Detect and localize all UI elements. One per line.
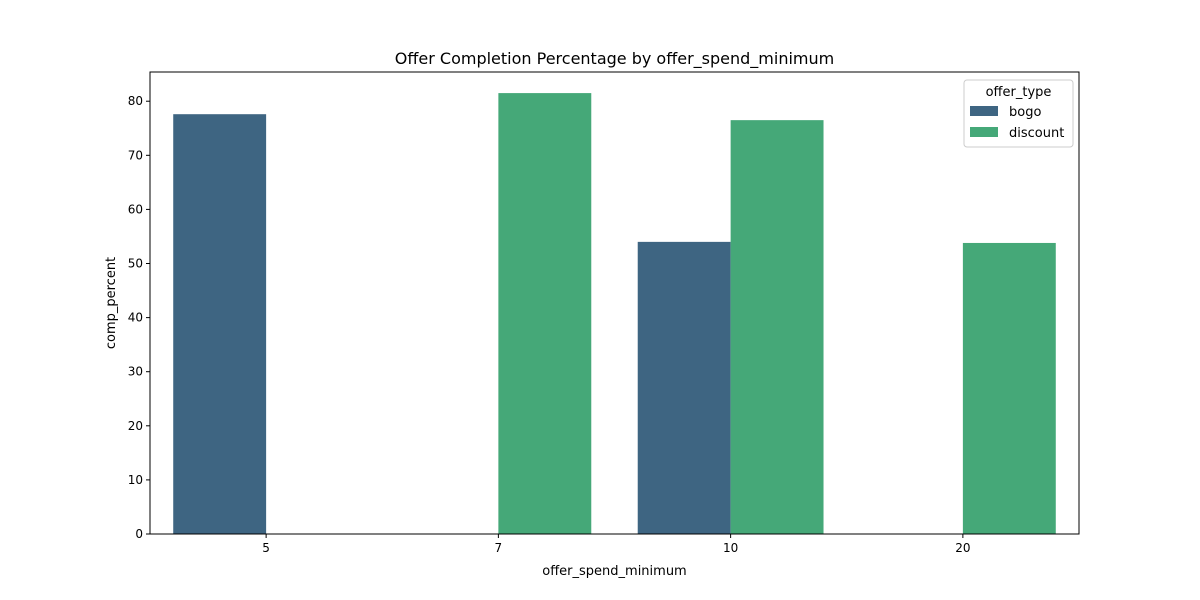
y-axis-label: comp_percent	[104, 257, 119, 349]
bar-bogo-5	[173, 114, 267, 535]
y-tick-label: 60	[128, 202, 143, 216]
legend-label-bogo: bogo	[1009, 105, 1041, 120]
bar-discount-20	[962, 242, 1056, 535]
legend-swatch-discount	[970, 127, 998, 137]
y-tick-label: 80	[128, 94, 143, 108]
bars-group	[173, 93, 1056, 535]
x-tick-label: 7	[495, 541, 503, 555]
y-tick-label: 30	[128, 365, 143, 379]
y-tick-label: 10	[128, 473, 143, 487]
x-axis: 5 7 10 20	[262, 534, 971, 555]
legend-label-discount: discount	[1009, 126, 1064, 141]
x-tick-label: 10	[723, 541, 738, 555]
bar-bogo-10	[637, 241, 731, 535]
y-tick-label: 70	[128, 148, 143, 162]
x-tick-label: 5	[262, 541, 270, 555]
y-tick-label: 40	[128, 311, 143, 325]
legend-title: offer_type	[986, 85, 1052, 100]
chart-title: Offer Completion Percentage by offer_spe…	[395, 49, 834, 69]
y-tick-label: 50	[128, 257, 143, 271]
plot-frame	[149, 71, 1080, 535]
x-axis-label: offer_spend_minimum	[542, 564, 686, 579]
y-tick-label: 0	[135, 527, 143, 541]
legend: offer_type bogo discount	[963, 79, 1074, 148]
bar-discount-10	[730, 120, 824, 535]
x-tick-label: 20	[955, 541, 970, 555]
y-tick-label: 20	[128, 419, 143, 433]
y-axis: 0 10 20 30 40 50 60 70 80	[128, 94, 150, 541]
bar-discount-7	[498, 93, 592, 534]
legend-swatch-bogo	[970, 106, 998, 116]
